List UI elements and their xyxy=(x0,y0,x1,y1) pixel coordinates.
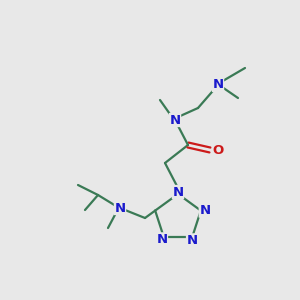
Text: N: N xyxy=(172,185,184,199)
Text: N: N xyxy=(187,234,198,247)
Text: N: N xyxy=(212,79,224,92)
Text: N: N xyxy=(169,113,181,127)
Text: N: N xyxy=(199,204,210,217)
Text: O: O xyxy=(212,143,224,157)
Text: N: N xyxy=(114,202,126,214)
Text: N: N xyxy=(156,233,167,246)
